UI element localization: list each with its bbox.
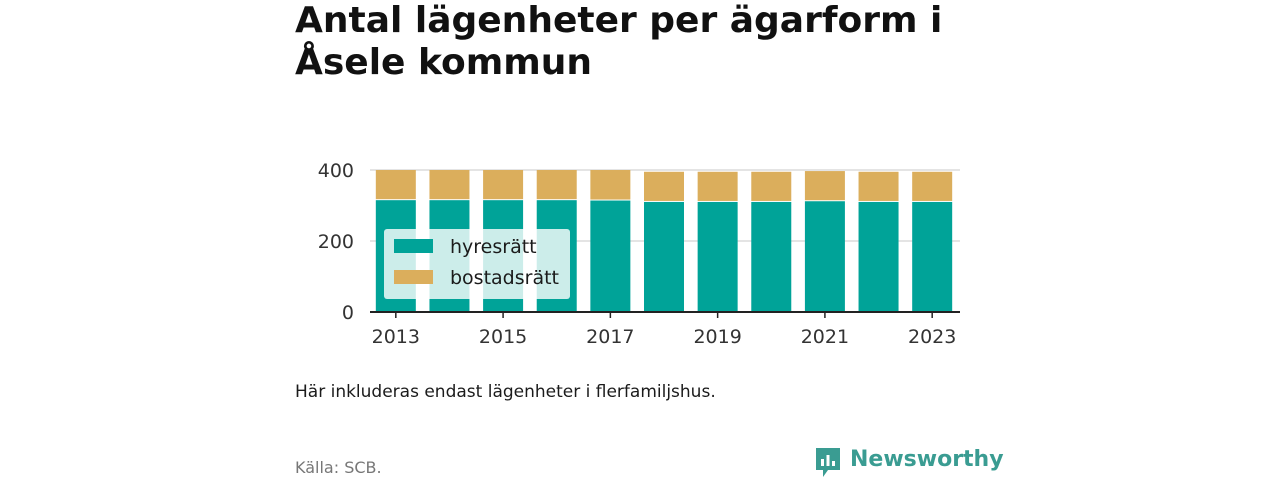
bar-segment — [804, 171, 845, 201]
legend-swatch — [394, 270, 433, 284]
bar-segment — [697, 201, 738, 311]
legend: hyresrätt bostadsrätt — [384, 229, 570, 299]
newsworthy-logo: Newsworthy — [814, 446, 1004, 480]
bar-segment — [590, 200, 631, 311]
source-text: Källa: SCB. — [295, 458, 382, 477]
newsworthy-logo-icon — [816, 448, 840, 477]
bar-segment — [375, 170, 416, 200]
bar-segment — [751, 201, 792, 311]
bar-segment — [590, 170, 631, 200]
newsworthy-logo-text: Newsworthy — [850, 447, 1004, 472]
bar-segment — [912, 171, 953, 201]
bar-segment — [483, 170, 524, 200]
x-tick-label: 2023 — [908, 326, 956, 348]
legend-swatch — [394, 239, 433, 253]
legend-label: hyresrätt — [450, 236, 537, 258]
bar-segment — [858, 171, 899, 201]
x-tick-label: 2019 — [693, 326, 741, 348]
bar-segment — [751, 171, 792, 201]
bar-segment — [536, 170, 577, 200]
x-tick-label: 2015 — [479, 326, 527, 348]
bar-segment — [912, 201, 953, 311]
axes: 0 200 400 2013 2015 2017 2019 2021 2023 — [318, 160, 960, 348]
legend-label: bostadsrätt — [450, 267, 559, 289]
y-tick-label: 0 — [342, 302, 354, 324]
bar-segment — [429, 170, 470, 200]
chart-note: Här inkluderas endast lägenheter i flerf… — [295, 382, 716, 402]
bar-segment — [644, 201, 684, 311]
bar-segment — [697, 171, 738, 201]
bar-segment — [804, 201, 845, 311]
y-tick-label: 400 — [318, 160, 354, 182]
bar-segment — [644, 171, 684, 201]
chart-title: Antal lägenheter per ägarform i Åsele ko… — [295, 0, 943, 83]
bar-segment — [858, 201, 899, 311]
x-tick-label: 2013 — [372, 326, 420, 348]
x-tick-label: 2021 — [801, 326, 849, 348]
y-tick-label: 200 — [318, 231, 354, 253]
x-tick-label: 2017 — [586, 326, 634, 348]
